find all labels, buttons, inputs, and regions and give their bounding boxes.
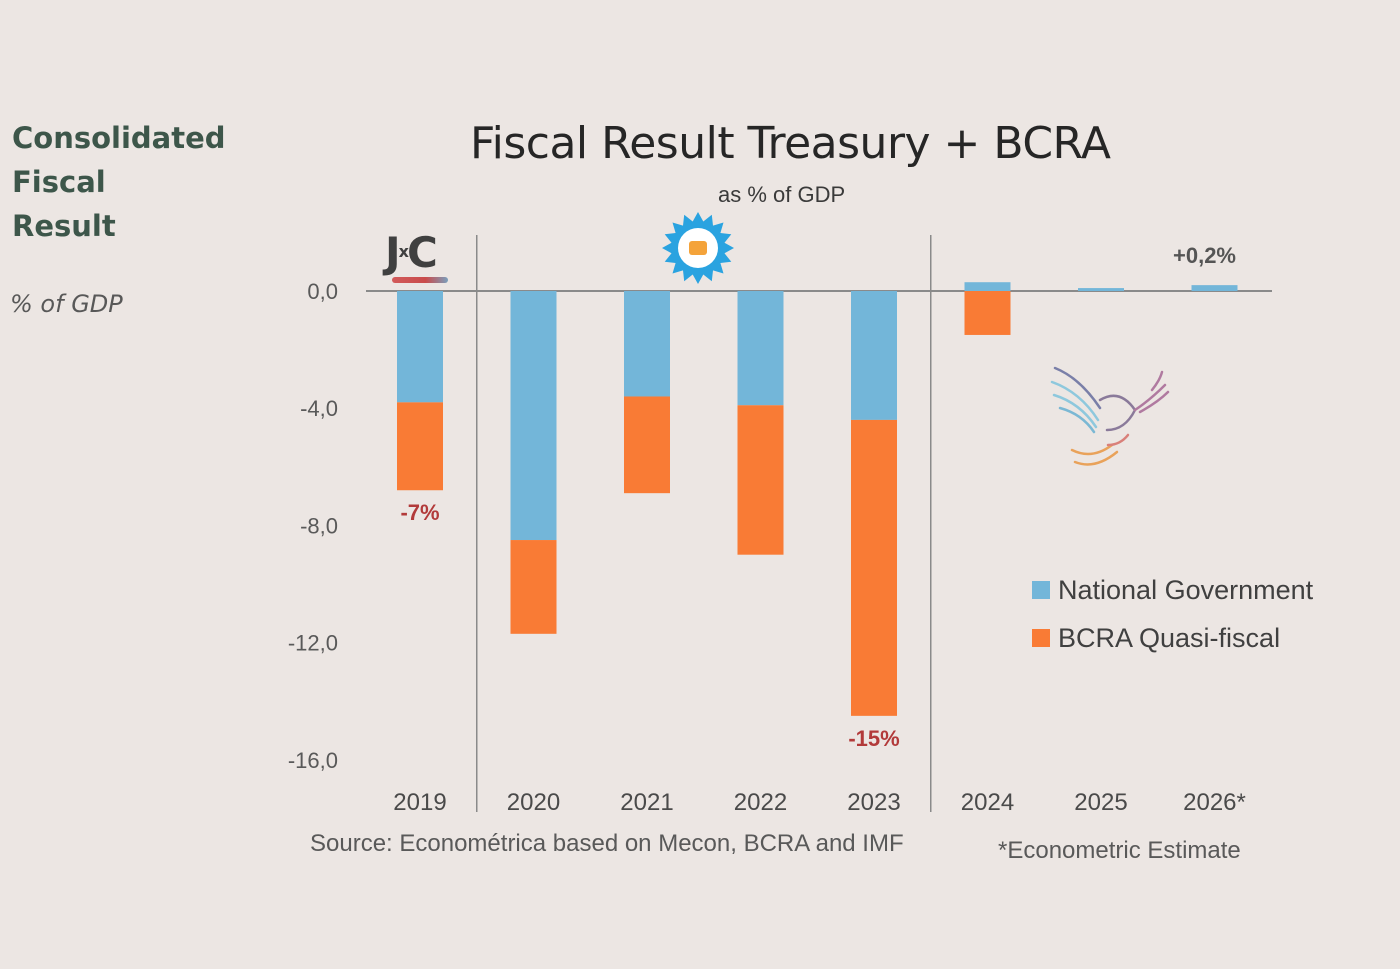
x-tick-label: 2019 — [393, 789, 446, 816]
side-title: Consolidated Fiscal Result — [12, 116, 226, 248]
bar-national-government-2025 — [1078, 288, 1124, 291]
y-tick-label: -8,0 — [300, 513, 338, 538]
y-tick-label: -16,0 — [288, 748, 338, 773]
x-tick-label: 2024 — [961, 789, 1014, 816]
chart-title: Fiscal Result Treasury + BCRA — [470, 118, 1111, 169]
side-title-line-2: Fiscal — [12, 165, 106, 199]
bar-bcra-quasi-fiscal-2021 — [624, 396, 670, 494]
bar-bcra-quasi-fiscal-2024 — [964, 291, 1011, 335]
bar-national-government-2026 — [1191, 285, 1238, 291]
bar-bcra-quasi-fiscal-2023 — [851, 419, 897, 716]
sun-emblem-icon — [662, 212, 734, 284]
x-tick-label: 2025 — [1074, 789, 1127, 816]
y-tick-label: -12,0 — [288, 631, 338, 656]
bar-national-government-2023 — [851, 291, 897, 420]
bar-bcra-quasi-fiscal-2019 — [397, 402, 443, 491]
x-tick-label: 2022 — [734, 789, 787, 816]
jxc-logo-underline — [392, 277, 448, 283]
data-annotation: -15% — [848, 726, 899, 751]
legend-label-national-government: National Government — [1058, 574, 1314, 605]
bar-national-government-2021 — [624, 291, 670, 397]
x-tick-label: 2023 — [847, 789, 900, 816]
chart-subtitle: as % of GDP — [718, 182, 846, 207]
legend-swatch-bcra-quasi-fiscal — [1032, 629, 1050, 647]
y-tick-label: -4,0 — [300, 396, 338, 421]
bar-national-government-2019 — [397, 291, 443, 403]
legend-swatch-national-government — [1032, 581, 1050, 599]
bar-national-government-2024 — [964, 282, 1011, 291]
legend-label-bcra-quasi-fiscal: BCRA Quasi-fiscal — [1058, 622, 1281, 653]
estimate-note: *Econometric Estimate — [998, 837, 1241, 864]
bar-national-government-2020 — [510, 291, 557, 541]
bar-bcra-quasi-fiscal-2022 — [737, 405, 784, 555]
x-tick-label: 2021 — [620, 789, 673, 816]
legend-item-national-government: National Government — [1032, 566, 1313, 614]
data-annotation: -7% — [400, 500, 439, 525]
x-tick-label: 2026* — [1183, 789, 1246, 816]
side-title-line-3: Result — [12, 209, 116, 243]
bar-bcra-quasi-fiscal-2020 — [510, 540, 557, 634]
legend-item-bcra-quasi-fiscal: BCRA Quasi-fiscal — [1032, 614, 1313, 662]
side-unit-label: % of GDP — [10, 290, 123, 318]
data-annotation: +0,2% — [1173, 243, 1236, 268]
source-note: Source: Econométrica based on Mecon, BCR… — [310, 830, 904, 857]
x-tick-label: 2020 — [507, 789, 560, 816]
bar-national-government-2022 — [737, 291, 784, 406]
jxc-logo: JxC — [385, 228, 438, 277]
side-title-line-1: Consolidated — [12, 121, 226, 155]
chart-labels: 2019 2020 2021 2022 2023 2024 2025 2026* -7% -15%… — [393, 243, 1246, 816]
eagle-icon — [1050, 366, 1170, 466]
y-tick-label: 0,0 — [307, 279, 338, 304]
chart-legend: National Government BCRA Quasi-fiscal — [1032, 566, 1313, 662]
chart-bars — [397, 282, 1238, 716]
